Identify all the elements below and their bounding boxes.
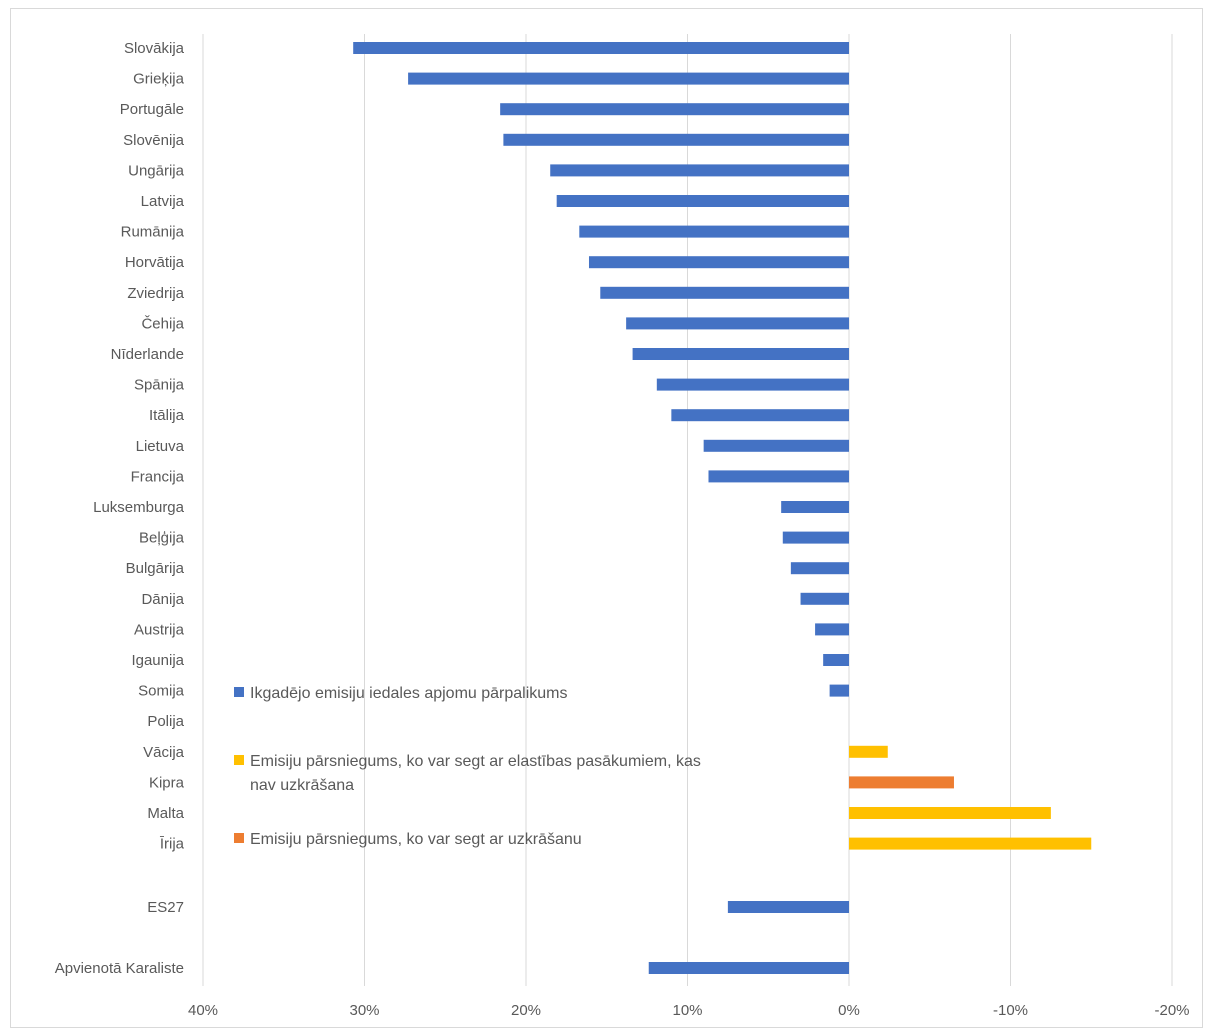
category-label-danija: Dānija: [141, 591, 184, 608]
series-3: [849, 776, 954, 789]
category-label-irija: Īrija: [160, 836, 185, 853]
bar-zviedrija: [600, 286, 849, 299]
x-tick-label: 20%: [511, 1002, 541, 1019]
legend-swatch: [234, 687, 244, 697]
category-label-horvatija: Horvātija: [125, 254, 185, 271]
legend: Ikgadējo emisiju iedales apjomu pārpalik…: [234, 685, 701, 848]
bar-belgija: [782, 531, 849, 544]
category-label-malta: Malta: [147, 805, 184, 822]
category-label-belgija: Beļģija: [139, 530, 185, 547]
category-label-latvija: Latvija: [141, 193, 185, 210]
category-label-ungarija: Ungārija: [128, 162, 185, 179]
bar-igaunija: [823, 654, 849, 666]
bar-luksemburga: [781, 501, 849, 513]
bar-italija: [671, 409, 849, 422]
bar-lietuva: [703, 439, 849, 452]
legend-label: nav uzkrāšana: [250, 777, 354, 794]
category-label-slovenija: Slovēnija: [123, 132, 185, 149]
bar-somija: [829, 684, 849, 697]
bar-slovenija: [503, 133, 849, 146]
category-label-somija: Somija: [138, 683, 185, 700]
bar-niderlande: [632, 348, 849, 360]
category-label-griekija: Grieķija: [133, 71, 185, 88]
series-2: [849, 745, 1092, 850]
legend-label: Ikgadējo emisiju iedales apjomu pārpalik…: [250, 685, 568, 702]
series-1: [353, 42, 849, 974]
category-label-igaunija: Igaunija: [131, 652, 184, 669]
category-label-rumanija: Rumānija: [121, 224, 185, 241]
bar-rumanija: [579, 225, 849, 238]
x-tick-label: 40%: [188, 1002, 218, 1019]
category-label-vacija: Vācija: [143, 744, 185, 761]
legend-swatch: [234, 833, 244, 843]
bar-malta: [849, 807, 1051, 819]
x-tick-label: 30%: [349, 1002, 379, 1019]
bar-latvija: [556, 195, 849, 207]
bar-griekija: [408, 72, 849, 85]
category-label-niderlande: Nīderlande: [111, 346, 184, 363]
bar-horvatija: [588, 256, 849, 269]
category-label-italija: Itālija: [149, 407, 185, 424]
x-axis-tick-labels: 40% 30% 20% 10% 0% -10% -20%: [188, 1002, 1190, 1019]
bar-bulgarija: [790, 562, 849, 575]
bar-ungarija: [550, 164, 849, 177]
bar-cehija: [626, 317, 849, 330]
x-tick-label: 0%: [838, 1002, 860, 1019]
bar-kipra: [849, 776, 954, 789]
bar-slovakija: [353, 42, 849, 54]
chart-frame: [10, 8, 1203, 1028]
bar-es27: [727, 901, 849, 913]
bar-portugale: [500, 103, 849, 116]
legend-label: Emisiju pārsniegums, ko var segt ar uzkr…: [250, 831, 582, 848]
category-label-portugale: Portugāle: [120, 101, 184, 118]
category-label-austrija: Austrija: [134, 621, 185, 638]
x-tick-label: -20%: [1154, 1002, 1189, 1019]
bar-vacija: [849, 745, 888, 758]
category-label-slovakija: Slovākija: [124, 40, 185, 57]
category-label-es27: ES27: [147, 899, 184, 916]
category-label-kipra: Kipra: [149, 774, 185, 791]
legend-swatch: [234, 755, 244, 765]
x-tick-label: 10%: [672, 1002, 702, 1019]
bar-spanija: [656, 378, 849, 391]
bar-danija: [800, 592, 849, 605]
category-label-spanija: Spānija: [134, 377, 185, 394]
category-label-zviedrija: Zviedrija: [127, 285, 184, 302]
bar-francija: [708, 470, 849, 483]
bar-apvienota-karaliste: [648, 962, 849, 974]
category-label-luksemburga: Luksemburga: [93, 499, 185, 516]
bar-austrija: [815, 623, 849, 636]
category-labels: Slovākija Grieķija Portugāle Slovēnija Ungār…: [55, 40, 185, 977]
category-label-francija: Francija: [131, 468, 185, 485]
category-label-apvienota-karaliste: Apvienotā Karaliste: [55, 960, 184, 977]
category-label-cehija: Čehija: [141, 315, 184, 332]
category-label-lietuva: Lietuva: [136, 438, 185, 455]
category-label-polija: Polija: [147, 713, 184, 730]
category-label-bulgarija: Bulgārija: [126, 560, 185, 577]
bars: [353, 42, 1092, 974]
bar-irija: [849, 837, 1092, 850]
x-tick-label: -10%: [993, 1002, 1028, 1019]
legend-label: Emisiju pārsniegums, ko var segt ar elas…: [250, 753, 701, 770]
